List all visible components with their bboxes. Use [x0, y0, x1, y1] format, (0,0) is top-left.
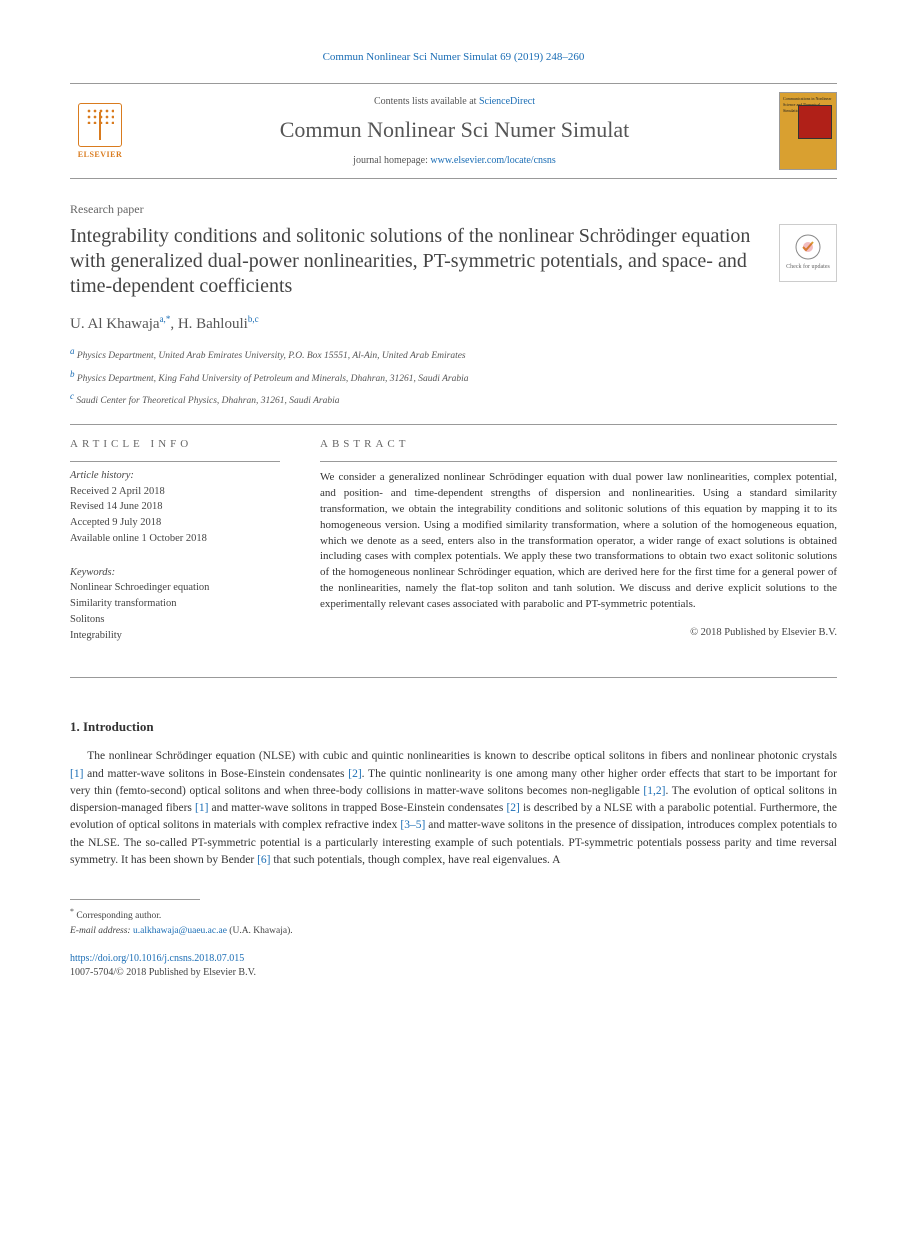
- keyword-3: Solitons: [70, 612, 280, 628]
- crossmark-icon: [795, 234, 821, 260]
- keyword-1: Nonlinear Schroedinger equation: [70, 580, 280, 596]
- corresponding-author-line: * Corresponding author.: [70, 906, 837, 923]
- email-who: (U.A. Khawaja).: [229, 926, 292, 936]
- homepage-line: journal homepage: www.elsevier.com/locat…: [142, 154, 767, 168]
- affiliation-a: a Physics Department, United Arab Emirat…: [70, 345, 837, 363]
- ref-1[interactable]: [1]: [70, 768, 83, 780]
- intro-text-b: and matter-wave solitons in Bose-Einstei…: [83, 768, 348, 780]
- author-2-name[interactable]: H. Bahlouli: [178, 316, 248, 332]
- abstract-head: ABSTRACT: [320, 437, 837, 452]
- received-date: Received 2 April 2018: [70, 484, 280, 500]
- elsevier-wordmark: ELSEVIER: [78, 149, 122, 160]
- keywords-block: Keywords: Nonlinear Schroedinger equatio…: [70, 565, 280, 644]
- corr-email-link[interactable]: u.alkhawaja@uaeu.ac.ae: [133, 926, 227, 936]
- affiliation-b: b Physics Department, King Fahd Universi…: [70, 368, 837, 386]
- intro-text-h: that such potentials, though complex, ha…: [270, 854, 560, 866]
- abstract-block: We consider a generalized nonlinear Schr…: [320, 461, 837, 641]
- accepted-date: Accepted 9 July 2018: [70, 515, 280, 531]
- affiliation-a-text: Physics Department, United Arab Emirates…: [77, 351, 466, 361]
- email-line: E-mail address: u.alkhawaja@uaeu.ac.ae (…: [70, 924, 837, 938]
- contents-prefix: Contents lists available at: [374, 96, 479, 107]
- affiliation-c-text: Saudi Center for Theoretical Physics, Dh…: [76, 396, 339, 406]
- journal-name: Commun Nonlinear Sci Numer Simulat: [142, 115, 767, 146]
- paper-type: Research paper: [70, 201, 837, 218]
- online-date: Available online 1 October 2018: [70, 531, 280, 547]
- sciencedirect-link[interactable]: ScienceDirect: [479, 96, 535, 107]
- issn-copyright-line: 1007-5704/© 2018 Published by Elsevier B…: [70, 966, 837, 980]
- author-1-corr-star: *: [166, 314, 171, 324]
- abstract-text: We consider a generalized nonlinear Schr…: [320, 470, 837, 613]
- homepage-link[interactable]: www.elsevier.com/locate/cnsns: [430, 155, 555, 166]
- footnote-separator: [70, 899, 200, 900]
- elsevier-logo[interactable]: ELSEVIER: [70, 97, 130, 165]
- masthead-center: Contents lists available at ScienceDirec…: [142, 95, 767, 168]
- article-info-col: ARTICLE INFO Article history: Received 2…: [70, 437, 280, 661]
- homepage-prefix: journal homepage:: [353, 155, 430, 166]
- abstract-col: ABSTRACT We consider a generalized nonli…: [320, 437, 837, 661]
- author-2-affil-sup: b,c: [248, 314, 259, 324]
- history-label: Article history:: [70, 468, 280, 484]
- email-label: E-mail address:: [70, 926, 131, 936]
- doi-link[interactable]: https://doi.org/10.1016/j.cnsns.2018.07.…: [70, 953, 244, 964]
- article-info-head: ARTICLE INFO: [70, 437, 280, 452]
- header-citation: Commun Nonlinear Sci Numer Simulat 69 (2…: [70, 50, 837, 65]
- intro-text-e: and matter-wave solitons in trapped Bose…: [208, 802, 506, 814]
- paper-title: Integrability conditions and solitonic s…: [70, 224, 759, 299]
- keyword-4: Integrability: [70, 628, 280, 644]
- elsevier-tree-icon: [78, 103, 122, 147]
- authors: U. Al Khawajaa,*, H. Bahloulib,c: [70, 313, 837, 335]
- corr-label: Corresponding author.: [76, 911, 161, 921]
- revised-date: Revised 14 June 2018: [70, 499, 280, 515]
- ref-3-5[interactable]: [3–5]: [400, 819, 425, 831]
- ref-6[interactable]: [6]: [257, 854, 270, 866]
- ref-2[interactable]: [2]: [348, 768, 361, 780]
- keywords-label: Keywords:: [70, 565, 280, 581]
- footnote-block: * Corresponding author. E-mail address: …: [70, 906, 837, 938]
- masthead: ELSEVIER Contents lists available at Sci…: [70, 83, 837, 179]
- cover-title-text: Communications in Nonlinear Science and …: [783, 96, 831, 112]
- article-history-block: Article history: Received 2 April 2018 R…: [70, 461, 280, 547]
- check-updates-label: Check for updates: [786, 263, 830, 271]
- introduction-paragraph-1: The nonlinear Schrödinger equation (NLSE…: [70, 748, 837, 869]
- intro-text-a: The nonlinear Schrödinger equation (NLSE…: [87, 750, 837, 762]
- keyword-2: Similarity transformation: [70, 596, 280, 612]
- check-for-updates-badge[interactable]: Check for updates: [779, 224, 837, 282]
- affiliation-c: c Saudi Center for Theoretical Physics, …: [70, 390, 837, 408]
- ref-1b[interactable]: [1]: [195, 802, 208, 814]
- journal-cover-thumbnail[interactable]: Communications in Nonlinear Science and …: [779, 92, 837, 170]
- ref-2b[interactable]: [2]: [506, 802, 519, 814]
- paper-page: Commun Nonlinear Sci Numer Simulat 69 (2…: [0, 0, 907, 1020]
- divider-below-abstract: [70, 677, 837, 678]
- divider-above-info: [70, 424, 837, 425]
- ref-1-2[interactable]: [1,2]: [643, 785, 665, 797]
- title-row: Integrability conditions and solitonic s…: [70, 224, 837, 299]
- author-1-name[interactable]: U. Al Khawaja: [70, 316, 160, 332]
- introduction-head: 1. Introduction: [70, 718, 837, 736]
- contents-available-line: Contents lists available at ScienceDirec…: [142, 95, 767, 109]
- abstract-copyright: © 2018 Published by Elsevier B.V.: [320, 625, 837, 641]
- affiliation-b-text: Physics Department, King Fahd University…: [77, 374, 469, 384]
- info-abstract-row: ARTICLE INFO Article history: Received 2…: [70, 437, 837, 661]
- doi-line: https://doi.org/10.1016/j.cnsns.2018.07.…: [70, 952, 837, 966]
